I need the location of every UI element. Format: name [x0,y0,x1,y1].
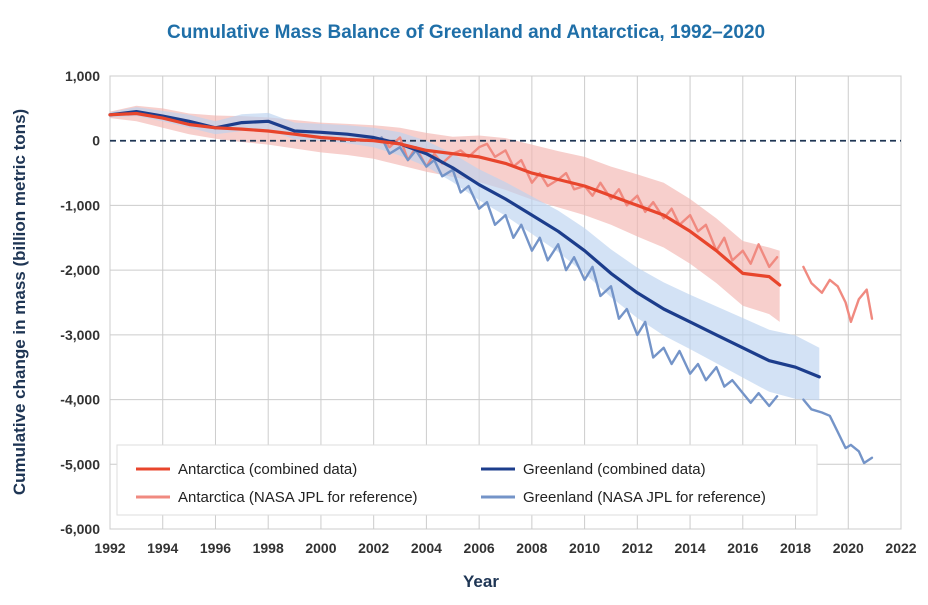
x-axis-label: Year [463,572,499,591]
chart-title: Cumulative Mass Balance of Greenland and… [167,22,765,43]
greenland-jpl-line-segment-1 [380,136,779,408]
y-tick-label: -6,000 [60,521,100,537]
y-tick-label: -5,000 [60,456,100,472]
y-axis-label: Cumulative change in mass (billion metri… [10,109,29,495]
y-tick-label: -4,000 [60,392,100,408]
x-axis-ticks: 1992 1994 1996 1998 2000 2002 2004 2006 2008 2010… [94,540,916,556]
x-tick-label: 1994 [147,540,178,556]
x-tick-label: 2000 [305,540,336,556]
legend-box [116,444,818,516]
x-tick-label: 2018 [780,540,811,556]
greenland-uncertainty-band [110,107,820,401]
y-tick-label: -1,000 [60,197,100,213]
x-tick-label: 2002 [358,540,389,556]
y-tick-label: 0 [92,133,100,149]
x-tick-label: 2004 [411,540,442,556]
y-tick-label: -3,000 [60,327,100,343]
antarctica-jpl-line-segment-2 [802,265,874,324]
legend: Antarctica (combined data) Antarctica (N… [116,444,818,516]
y-axis-ticks: 1,000 0 -1,000 -2,000 -3,000 -4,000 -5,000 -6,0… [60,68,100,537]
x-tick-label: 2016 [727,540,758,556]
y-tick-label: 1,000 [65,68,100,84]
x-tick-label: 2010 [569,540,600,556]
antarctica-jpl-line-segment-1 [380,136,779,269]
legend-label-greenland-combined: Greenland (combined data) [523,461,706,478]
antarctica-uncertainty-band [110,105,780,322]
x-tick-label: 2008 [516,540,547,556]
series-lines [108,109,874,465]
legend-label-antarctica-combined: Antarctica (combined data) [178,461,357,478]
x-tick-label: 2006 [464,540,495,556]
uncertainty-bands [110,105,820,401]
x-tick-label: 2014 [674,540,705,556]
greenland-jpl-line-segment-2 [802,398,874,465]
x-tick-label: 1998 [253,540,284,556]
x-tick-label: 2022 [885,540,916,556]
x-tick-label: 2020 [833,540,864,556]
x-tick-label: 2012 [622,540,653,556]
greenland-combined-line [108,109,821,379]
legend-label-antarctica-jpl: Antarctica (NASA JPL for reference) [178,489,418,506]
x-tick-label: 1992 [94,540,125,556]
x-tick-label: 1996 [200,540,231,556]
antarctica-combined-line [108,111,782,287]
y-tick-label: -2,000 [60,262,100,278]
legend-label-greenland-jpl: Greenland (NASA JPL for reference) [523,489,766,506]
